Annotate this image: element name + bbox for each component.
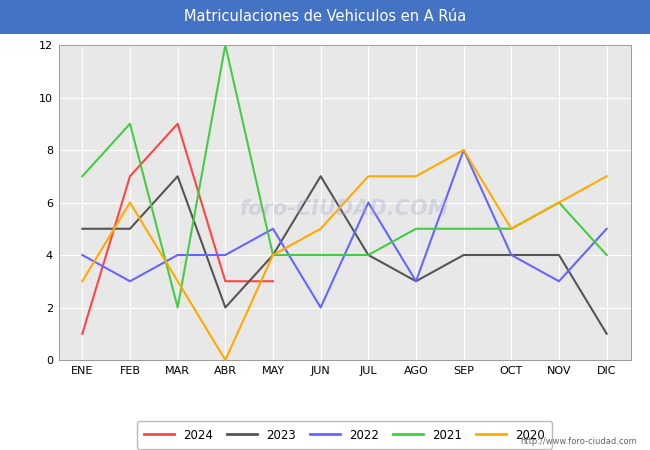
Text: http://www.foro-ciudad.com: http://www.foro-ciudad.com — [520, 436, 637, 446]
Text: Matriculaciones de Vehiculos en A Rúa: Matriculaciones de Vehiculos en A Rúa — [184, 9, 466, 24]
Text: foro-CIUDAD.COM: foro-CIUDAD.COM — [240, 199, 449, 219]
Legend: 2024, 2023, 2022, 2021, 2020: 2024, 2023, 2022, 2021, 2020 — [137, 422, 552, 449]
